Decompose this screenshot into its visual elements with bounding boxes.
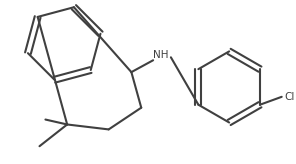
Text: Cl: Cl xyxy=(285,92,295,102)
Text: NH: NH xyxy=(153,50,169,60)
